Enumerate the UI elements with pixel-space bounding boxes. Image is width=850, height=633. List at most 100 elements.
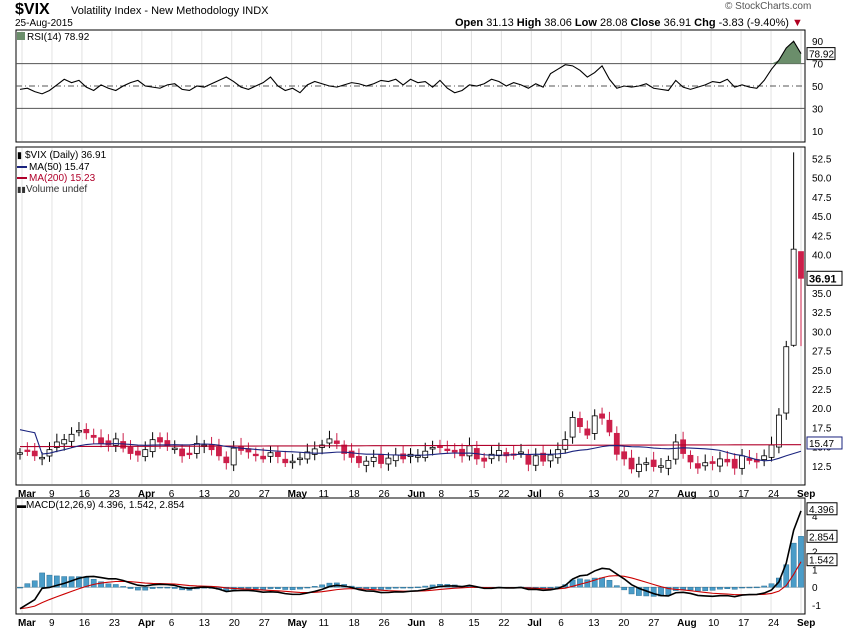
candle-body: [112, 438, 119, 446]
candle-body: [798, 251, 804, 279]
macd-y-tick-label: 2: [812, 548, 818, 559]
rsi-y-tick-label: 70: [812, 60, 824, 71]
macd-histogram-bar: [724, 586, 731, 590]
down-arrow-icon: ▼: [792, 17, 803, 29]
x-tick-label: 24: [768, 489, 780, 500]
x-tick-label: 16: [79, 489, 91, 500]
x-tick-label: 15: [468, 489, 480, 500]
price-y-tick-label: 42.5: [812, 231, 832, 242]
x-tick-label: 11: [319, 618, 330, 629]
candle-body: [650, 459, 657, 467]
price-y-tick-label: 17.5: [812, 423, 832, 434]
candle-body: [613, 432, 620, 455]
macd-histogram-bar: [739, 586, 745, 589]
macd-histogram-bar: [83, 577, 90, 588]
macd-histogram-bar: [790, 542, 797, 588]
macd-histogram-bar: [584, 579, 591, 588]
macd-histogram-bar: [319, 584, 325, 588]
candle-body: [488, 453, 495, 460]
x-tick-label: Apr: [138, 489, 155, 500]
macd-histogram-bar: [680, 586, 686, 590]
macd-histogram-bar: [606, 580, 613, 588]
price-y-tick-label: 45.0: [812, 212, 832, 223]
candle-body: [53, 441, 60, 448]
macd-value-tag: [806, 502, 838, 516]
macd-histogram-bar: [105, 583, 112, 588]
x-tick-label: 22: [498, 489, 510, 500]
macd-histogram-bar: [613, 585, 620, 588]
macd-histogram-bar: [98, 581, 104, 588]
price-y-tick-label: 47.5: [812, 193, 832, 204]
candle-body: [230, 447, 237, 466]
candle-body: [61, 439, 68, 445]
macd-legend: ▬MACD(12,26,9) 4.396, 1.542, 2.854: [17, 500, 185, 511]
candle-body: [451, 449, 458, 453]
ma200-line: [19, 444, 802, 448]
x-tick-label: Sep: [797, 489, 815, 500]
candle-body: [414, 455, 421, 458]
x-tick-label: 17: [738, 618, 750, 629]
macd-histogram-bar: [392, 586, 399, 589]
candle-body: [739, 455, 745, 469]
x-tick-label: 13: [588, 618, 600, 629]
price-y-tick-label: 12.5: [812, 462, 832, 473]
candle-body: [171, 447, 178, 451]
macd-histogram-bar: [621, 586, 628, 591]
x-tick-label: 26: [379, 489, 391, 500]
price-legend-title: ▮ $VIX (Daily) 36.91: [17, 150, 107, 161]
candle-body: [333, 440, 340, 444]
macd-histogram-bar: [31, 580, 38, 588]
macd-histogram-bar: [650, 586, 657, 597]
candle-body: [702, 462, 709, 467]
x-tick-label: 6: [558, 618, 564, 629]
candle-body: [223, 456, 230, 464]
candle-body: [680, 439, 687, 454]
candle-body: [518, 451, 524, 454]
macd-histogram-bar: [422, 585, 429, 588]
macd-histogram-bar: [90, 579, 97, 588]
candle-body: [783, 346, 790, 414]
x-tick-label: 10: [708, 489, 720, 500]
macd-histogram-bar: [665, 586, 672, 595]
macd-histogram-bar: [407, 586, 414, 589]
x-tick-label: 10: [708, 618, 720, 629]
candle-body: [392, 454, 399, 462]
x-tick-label: 6: [169, 618, 175, 629]
x-tick-label: 20: [229, 489, 241, 500]
price-y-tick-label: 22.5: [812, 385, 832, 396]
x-tick-label: 20: [618, 489, 630, 500]
candle-body: [120, 441, 127, 449]
price-y-tick-label: 30.0: [812, 327, 832, 338]
macd-histogram-bar: [370, 586, 377, 590]
x-tick-label: 26: [379, 618, 391, 629]
candle-body: [584, 428, 591, 436]
macd-histogram-bar: [753, 586, 760, 589]
macd-y-tick-label: -1: [812, 601, 821, 612]
ma-tag: [806, 436, 843, 450]
x-tick-label: Aug: [677, 489, 696, 500]
price-y-tick-label: 32.5: [812, 308, 832, 319]
x-tick-label: 23: [109, 618, 121, 629]
macd-histogram-bar: [289, 586, 296, 590]
ohlc-summary: Open 31.13 High 38.06 Low 28.08 Close 36…: [455, 17, 803, 29]
candle-body: [76, 430, 82, 433]
candle-body: [304, 451, 311, 460]
rsi-overbought-fill: [771, 41, 801, 64]
candle-body: [459, 448, 465, 457]
macd-histogram-bar: [39, 572, 45, 588]
macd-histogram-bar: [709, 586, 716, 591]
x-tick-label: Jun: [408, 618, 426, 629]
x-tick-label: 22: [498, 618, 510, 629]
macd-histogram-bar: [135, 586, 141, 591]
rsi-last-value-tag: [806, 47, 836, 61]
macd-histogram-bar: [636, 586, 642, 596]
x-tick-label: 24: [768, 618, 780, 629]
macd-histogram-bar: [577, 578, 583, 588]
candle-body: [326, 438, 333, 444]
candle-body: [790, 248, 797, 346]
rsi-swatch-icon: [17, 32, 25, 40]
candle-body: [134, 450, 141, 456]
ma-tag-text: 15.47: [809, 439, 834, 450]
candle-body: [429, 446, 436, 450]
watermark: © StockCharts.com: [725, 1, 812, 12]
